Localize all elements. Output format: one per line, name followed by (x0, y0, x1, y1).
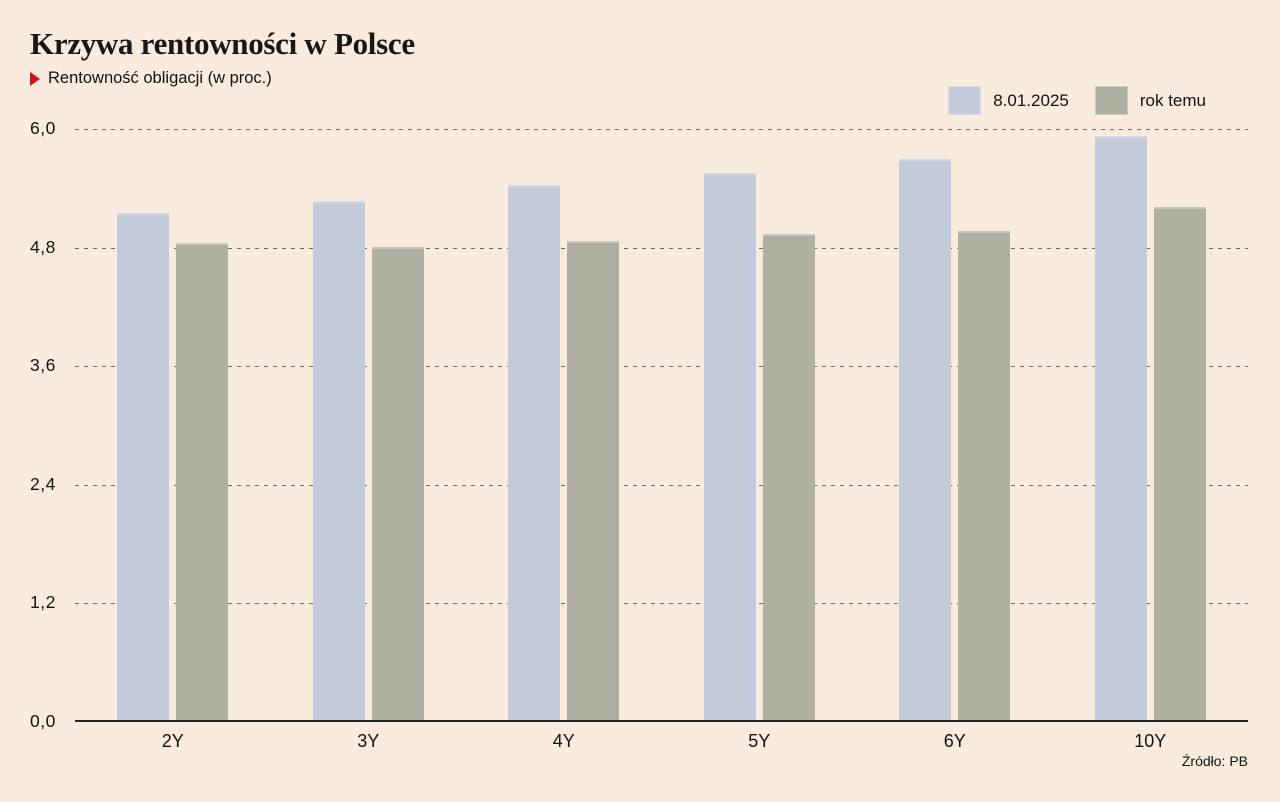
x-tick-label-2Y: 2Y (161, 731, 184, 751)
bar-rok-temu-3Y (371, 246, 424, 722)
x-tick-label-6Y: 6Y (943, 731, 966, 751)
gridline-1,2 (75, 603, 1248, 605)
bar-rok-temu-4Y (567, 240, 620, 722)
y-tick-label: 6,0 (30, 118, 56, 138)
x-axis-line (75, 720, 1248, 722)
bar-chart: 6,0 4,8 3,6 2,4 1,2 0,0 (30, 118, 1248, 731)
legend-label-current: 8.01.2025 (993, 90, 1069, 110)
red-triangle-icon (30, 71, 40, 86)
legend-swatch-current (948, 86, 982, 115)
chart-subtitle-text: Rentowność obligacji (w proc.) (48, 69, 272, 87)
bar-group-2Y (75, 129, 271, 722)
x-tick-label-4Y: 4Y (552, 731, 575, 751)
bar-rok-temu-6Y (958, 230, 1011, 722)
y-tick-label: 3,6 (30, 355, 56, 376)
chart-legend: 8.01.2025 rok temu (948, 86, 1206, 115)
gridline-4,8 (75, 247, 1248, 249)
source-note: Źródło: PB (1181, 753, 1248, 769)
y-tick-label: 4,8 (30, 236, 56, 257)
bar-group-4Y (466, 129, 662, 722)
bar-8.01.2025-5Y (703, 173, 756, 722)
x-tick-label-3Y: 3Y (357, 731, 380, 751)
x-axis-labels: 2Y 3Y 4Y 5Y 6Y 10Y (75, 731, 1248, 752)
bar-8.01.2025-4Y (508, 185, 561, 722)
bar-group-5Y (662, 129, 858, 722)
bar-group-6Y (857, 129, 1053, 722)
legend-swatch-previous (1094, 86, 1128, 115)
bar-rok-temu-10Y (1153, 207, 1206, 722)
chart-title: Krzywa rentowności w Polsce (30, 26, 415, 61)
bar-8.01.2025-10Y (1094, 135, 1147, 722)
chart-header: Krzywa rentowności w Polsce Rentowność o… (30, 26, 415, 88)
legend-item-current: 8.01.2025 (948, 86, 1069, 115)
legend-label-previous: rok temu (1139, 90, 1206, 110)
gridline-2,4 (75, 484, 1248, 486)
bar-rok-temu-5Y (762, 233, 815, 722)
x-tick-label-5Y: 5Y (748, 731, 771, 751)
x-tick-label-10Y: 10Y (1134, 731, 1167, 751)
bar-8.01.2025-2Y (117, 213, 170, 722)
bar-group-3Y (271, 129, 467, 722)
bar-8.01.2025-3Y (312, 201, 365, 722)
plot-area (75, 129, 1248, 722)
bar-8.01.2025-6Y (899, 158, 952, 722)
gridline-3,6 (75, 366, 1248, 368)
bar-group-10Y (1053, 129, 1249, 722)
y-tick-label: 2,4 (30, 473, 56, 494)
bar-rok-temu-2Y (176, 242, 229, 722)
legend-item-previous: rok temu (1094, 86, 1206, 115)
y-tick-label: 1,2 (30, 592, 56, 613)
gridline-6,0 (75, 129, 1248, 130)
y-tick-label: 0,0 (30, 711, 56, 731)
chart-subtitle: Rentowność obligacji (w proc.) (30, 69, 415, 88)
